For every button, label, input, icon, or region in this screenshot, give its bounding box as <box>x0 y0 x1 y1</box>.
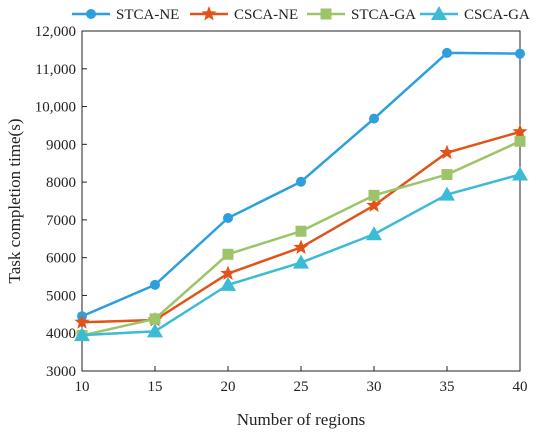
x-tick-label: 20 <box>221 379 236 395</box>
legend-marker <box>86 9 96 19</box>
legend-item-stca-ne: STCA-NE <box>72 7 179 23</box>
legend-label: STCA-GA <box>351 7 416 23</box>
data-point-stca-ne <box>515 48 525 59</box>
data-point-csca-ga <box>293 254 309 269</box>
data-point-csca-ga <box>439 186 455 201</box>
series-group <box>74 47 528 342</box>
data-point-csca-ne <box>74 314 90 329</box>
data-point-stca-ga <box>222 248 234 260</box>
y-tick-label: 10,000 <box>35 100 76 116</box>
legend-item-csca-ga: CSCA-GA <box>420 6 530 23</box>
legend-marker <box>431 6 447 20</box>
x-tick-label: 40 <box>513 379 528 395</box>
data-point-stca-ne <box>223 213 233 223</box>
legend-item-stca-ga: STCA-GA <box>307 7 416 23</box>
data-point-stca-ga <box>295 225 307 237</box>
data-point-csca-ne <box>366 197 382 213</box>
legend-label: CSCA-GA <box>464 7 530 23</box>
legend-item-csca-ne: CSCA-NE <box>190 6 298 23</box>
data-point-stca-ne <box>150 279 160 290</box>
y-tick-label: 7000 <box>46 213 76 229</box>
x-tick-label: 30 <box>367 379 382 395</box>
data-point-stca-ga <box>441 169 453 181</box>
y-tick-label: 8000 <box>46 175 76 191</box>
y-tick-label: 4000 <box>46 326 76 342</box>
data-point-csca-ne <box>512 123 528 139</box>
data-point-csca-ga <box>147 323 163 338</box>
data-point-stca-ga <box>514 135 526 147</box>
legend-label: STCA-NE <box>116 7 179 23</box>
x-tick-label: 15 <box>148 379 163 395</box>
y-tick-label: 9000 <box>46 137 76 153</box>
series-line-stca-ga <box>81 140 521 337</box>
data-point-csca-ga <box>366 226 382 241</box>
data-point-stca-ne <box>369 113 379 124</box>
y-tick-label: 3000 <box>46 364 76 380</box>
x-tick-label: 35 <box>440 379 455 395</box>
data-point-csca-ne <box>439 144 455 160</box>
x-tick-label: 10 <box>75 379 90 395</box>
series-stca-ne <box>77 47 525 322</box>
data-point-stca-ga <box>149 313 161 325</box>
legend: STCA-NE CSCA-NE STCA-GA CSCA-GA <box>72 6 530 23</box>
data-point-stca-ne <box>296 176 306 187</box>
y-tick-label: 6000 <box>46 251 76 267</box>
data-point-csca-ga <box>74 327 90 342</box>
data-point-csca-ga <box>512 166 528 181</box>
x-axis-title: Number of regions <box>237 410 365 429</box>
axis-ticks: 10 15 20 25 30 35 40 3000 4000 5000 6000 7000 8000 90… <box>35 24 528 395</box>
data-point-stca-ga <box>368 189 380 201</box>
y-tick-label: 11,000 <box>35 62 76 78</box>
data-point-csca-ne <box>293 239 309 254</box>
series-csca-ga <box>74 166 528 342</box>
y-tick-label: 5000 <box>46 288 76 304</box>
data-point-stca-ne <box>442 47 452 58</box>
y-axis-title: Task completion time(s) <box>5 119 24 284</box>
legend-marker <box>320 8 332 20</box>
y-tick-label: 12,000 <box>35 24 76 40</box>
data-point-csca-ga <box>220 276 236 291</box>
data-point-csca-ne <box>220 265 236 281</box>
x-tick-label: 25 <box>294 379 309 395</box>
legend-label: CSCA-NE <box>234 7 298 23</box>
legend-marker <box>201 6 217 21</box>
series-stca-ga <box>76 135 526 341</box>
